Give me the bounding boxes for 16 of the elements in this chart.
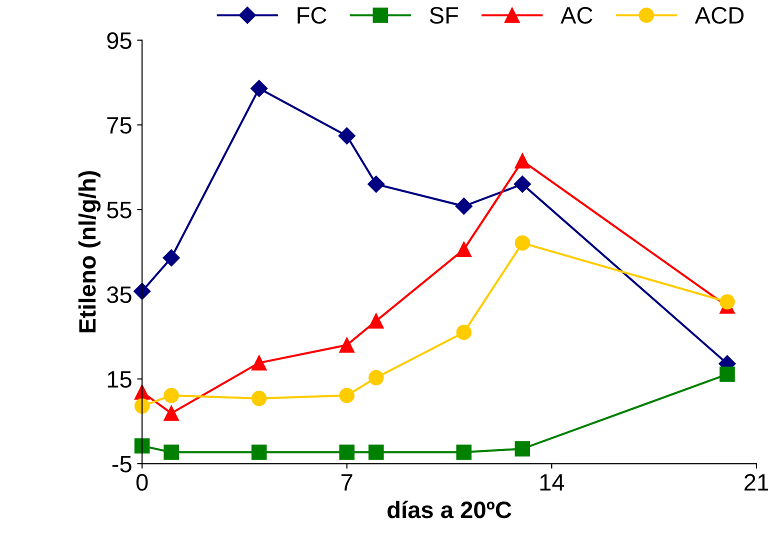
y-tick-label: 35	[107, 286, 132, 304]
x-tick-label: 0	[136, 474, 148, 491]
legend-label: FC	[298, 7, 326, 24]
y-tick-label: 15	[108, 371, 132, 388]
x-tick-label: 21	[744, 474, 768, 490]
y-tick-label: 95	[107, 32, 132, 49]
y-tick-label: -5	[112, 456, 132, 472]
x-tick-label: 7	[342, 474, 352, 490]
legend-label: ACD	[694, 7, 744, 24]
y-tick-label: 75	[107, 117, 132, 134]
x-axis-title: días a 20ºC	[388, 500, 512, 518]
y-axis-title: Etileno (nl/g/h)	[78, 171, 101, 332]
x-tick-label: 14	[540, 474, 564, 490]
legend-label: AC	[560, 7, 592, 24]
legend-label: SF	[430, 7, 458, 24]
y-tick-label: 55	[107, 202, 132, 218]
